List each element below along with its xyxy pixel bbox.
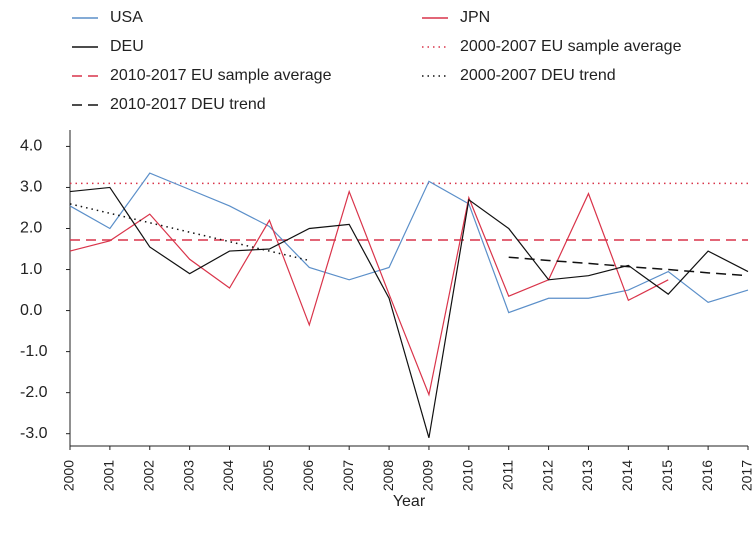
x-tick-label: 2005 xyxy=(260,460,276,491)
series-line xyxy=(69,189,669,397)
x-tick-label: 2006 xyxy=(300,460,316,491)
legend-label: 2010-2017 EU sample average xyxy=(110,67,332,84)
legend-label: JPN xyxy=(460,9,490,26)
x-tick-label: 2011 xyxy=(499,460,515,490)
x-tick-label: 2013 xyxy=(579,460,595,491)
series-line xyxy=(508,256,749,277)
x-tick-label: 2017 xyxy=(739,460,752,491)
x-tick-label: 2001 xyxy=(101,460,117,491)
legend-label: 2000-2007 DEU trend xyxy=(460,67,616,84)
y-tick-label: 4.0 xyxy=(20,138,42,155)
y-tick-label: 0.0 xyxy=(20,302,42,319)
x-tick-label: 2010 xyxy=(460,460,476,491)
series-line xyxy=(69,203,310,262)
x-tick-label: 2003 xyxy=(180,460,196,491)
x-tick-label: 2014 xyxy=(619,460,635,491)
series-line xyxy=(69,186,749,438)
x-tick-label: 2015 xyxy=(659,460,675,491)
x-tick-label: 2002 xyxy=(140,460,156,491)
y-tick-label: 2.0 xyxy=(20,220,42,237)
x-axis-label: Year xyxy=(393,493,426,510)
y-tick-label: -2.0 xyxy=(20,384,48,401)
legend-label: 2010-2017 DEU trend xyxy=(110,96,266,113)
x-tick-label: 2012 xyxy=(539,460,555,491)
x-tick-label: 2016 xyxy=(699,460,715,491)
x-tick-label: 2008 xyxy=(380,460,396,491)
legend-label: 2000-2007 EU sample average xyxy=(460,38,682,55)
y-tick-label: -1.0 xyxy=(20,343,48,360)
x-tick-label: 2004 xyxy=(220,460,236,491)
x-tick-label: 2000 xyxy=(61,460,77,491)
y-tick-label: 1.0 xyxy=(20,261,42,278)
x-tick-label: 2009 xyxy=(420,460,436,491)
legend-label: DEU xyxy=(110,38,144,55)
x-tick-label: 2007 xyxy=(340,460,356,491)
y-tick-label: -3.0 xyxy=(20,425,48,442)
y-tick-label: 3.0 xyxy=(20,179,42,196)
legend-label: USA xyxy=(110,9,143,26)
series-line xyxy=(69,172,749,314)
